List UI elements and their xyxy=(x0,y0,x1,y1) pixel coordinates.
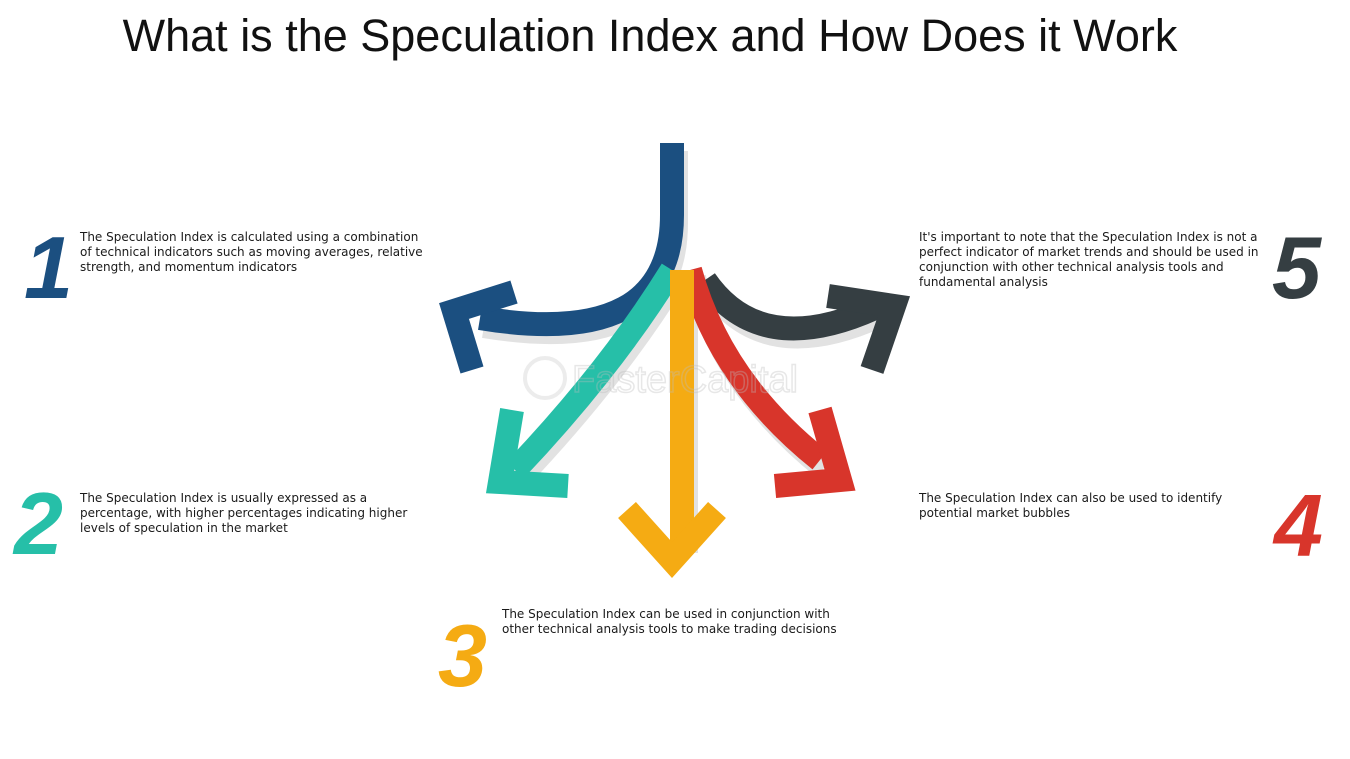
arrow-step4-head xyxy=(773,406,856,498)
step-description-2: The Speculation Index is usually express… xyxy=(80,491,408,535)
arrow-step2 xyxy=(485,263,683,498)
step-number-2: 2 xyxy=(14,474,63,573)
arrow-step5-head xyxy=(826,284,911,374)
watermark-text: FasterCapital xyxy=(572,359,798,401)
watermark-gear-icon xyxy=(523,356,567,400)
arrow-step5 xyxy=(695,272,911,374)
arrow-step3 xyxy=(618,270,726,578)
arrow-step1-shaft xyxy=(478,143,684,337)
arrow-step5-shaft xyxy=(695,272,880,341)
arrow-step1-head xyxy=(439,280,518,374)
arrow-step2-shaft xyxy=(506,263,683,479)
step-description-1: The Speculation Index is calculated usin… xyxy=(80,230,423,274)
arrow-step2-head xyxy=(485,408,569,498)
step-description-3: The Speculation Index can be used in con… xyxy=(502,607,837,636)
arrow-step3-head xyxy=(618,501,726,578)
step-number-4: 4 xyxy=(1274,476,1323,575)
step-number-3: 3 xyxy=(438,606,487,705)
watermark: FasterCapital xyxy=(523,356,799,402)
page-title: What is the Speculation Index and How Do… xyxy=(122,10,1178,61)
arrow-step4 xyxy=(678,266,856,498)
step-number-5: 5 xyxy=(1272,218,1321,317)
step-description-4: The Speculation Index can also be used t… xyxy=(919,491,1223,520)
arrow-step4-shaft xyxy=(678,266,828,470)
step-description-5: It's important to note that the Speculat… xyxy=(919,230,1259,289)
arrow-step1 xyxy=(439,143,684,374)
step-number-1: 1 xyxy=(24,218,73,317)
